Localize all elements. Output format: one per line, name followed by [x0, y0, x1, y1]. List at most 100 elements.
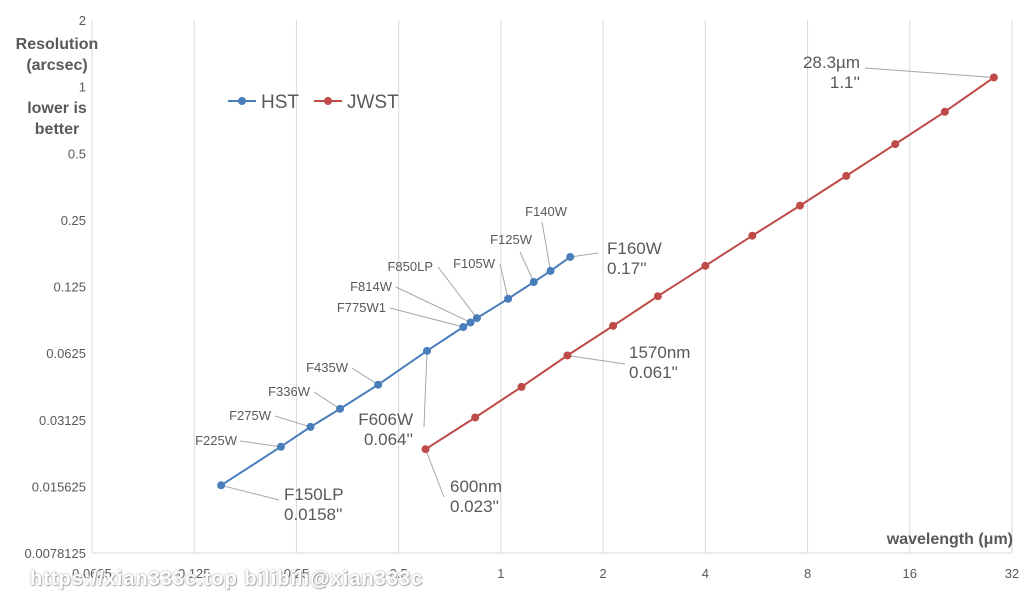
legend-jwst-marker: [324, 97, 332, 105]
hst-line: [220, 256, 571, 487]
y-tick-label: 0.5: [68, 146, 86, 161]
leader-line: [499, 263, 509, 299]
legend: HST JWST: [228, 92, 399, 113]
x-tick-label: 0.25: [284, 566, 309, 581]
data-label: F125W: [490, 232, 533, 247]
legend-hst-label: HST: [261, 92, 299, 113]
data-label: F140W: [525, 204, 568, 219]
x-tick-label: 32: [1005, 566, 1019, 581]
y-axis-note-line: lower is: [27, 100, 87, 117]
leader-line: [274, 415, 311, 428]
leader-line: [567, 354, 626, 365]
grid-lines: [91, 20, 1013, 553]
jwst-point: [421, 445, 430, 454]
data-label: 0.17'': [607, 259, 647, 278]
hst-point: [466, 318, 475, 327]
leader-line: [519, 251, 535, 283]
leader-line: [395, 286, 471, 323]
x-tick-label: 0.0625: [72, 566, 112, 581]
y-tick-label: 0.0625: [46, 346, 86, 361]
y-axis-title-line: Resolution: [15, 36, 99, 53]
jwst-point: [940, 107, 949, 116]
jwst-point: [795, 201, 804, 210]
hst-point: [529, 277, 538, 286]
leader-line: [351, 367, 379, 386]
data-label: 600nm: [450, 477, 502, 496]
y-axis-title: Resolution (arcsec): [4, 34, 110, 76]
x-tick-label: 16: [903, 566, 917, 581]
jwst-point: [701, 261, 710, 270]
data-label: F775W1: [337, 300, 386, 315]
data-label: F850LP: [387, 259, 433, 274]
jwst-point: [609, 321, 618, 330]
data-label: 1.1'': [830, 73, 860, 92]
x-tick-label: 2: [599, 566, 606, 581]
x-tick-label: 0.5: [390, 566, 408, 581]
hst-point: [276, 442, 285, 451]
hst-point: [217, 481, 226, 490]
jwst-point: [653, 292, 662, 301]
leader-line: [389, 307, 464, 328]
jwst-point: [891, 140, 900, 149]
data-annotations: F150LP0.0158''F225WF275WF336WF435WF606W0…: [195, 53, 860, 524]
data-label: F435W: [306, 360, 349, 375]
x-tick-label: 1: [497, 566, 504, 581]
data-label: F606W: [358, 410, 413, 429]
leader-line: [425, 449, 445, 498]
hst-point: [504, 294, 513, 303]
leader-line: [437, 266, 478, 319]
leader-line: [864, 67, 994, 78]
data-label: F275W: [229, 408, 272, 423]
jwst-point: [517, 382, 526, 391]
watermark-text: https://xian333c.top bilibili@xian333c: [30, 568, 424, 590]
hst-point: [472, 314, 481, 323]
y-axis-note-line: better: [34, 121, 80, 138]
data-label: 28.3µm: [803, 53, 860, 72]
leader-line: [220, 484, 280, 501]
x-tick-label: 0.125: [178, 566, 211, 581]
jwst-point: [748, 231, 757, 240]
annotation-leader-lines: [220, 67, 994, 501]
legend-hst-marker: [238, 97, 246, 105]
hst-point: [374, 380, 383, 389]
hst-point: [336, 404, 345, 413]
data-label: 1570nm: [629, 343, 690, 362]
data-label: 0.023'': [450, 497, 499, 516]
leader-line: [239, 440, 281, 448]
x-tick-label: 4: [702, 566, 709, 581]
y-tick-label: 0.125: [53, 280, 86, 295]
data-label: F814W: [350, 279, 393, 294]
data-label: F225W: [195, 433, 238, 448]
data-label: 0.061'': [629, 363, 678, 382]
hst-point: [459, 323, 468, 332]
y-tick-label: 0.03125: [39, 413, 86, 428]
x-axis-title: wavelength (μm): [886, 531, 1013, 548]
y-axis-note: lower is better: [4, 98, 110, 140]
y-tick-label: 2: [79, 13, 86, 28]
leader-line: [541, 221, 552, 272]
data-label: F336W: [268, 384, 311, 399]
data-label: F150LP: [284, 485, 344, 504]
jwst-point: [563, 351, 572, 360]
jwst-point: [471, 413, 480, 422]
hst-point: [423, 346, 432, 355]
x-tick-label: 8: [804, 566, 811, 581]
y-axis-title-line: (arcsec): [26, 57, 88, 74]
hst-point: [546, 266, 555, 275]
data-label: 0.0158'': [284, 505, 343, 524]
y-tick-label: 1: [79, 80, 86, 95]
jwst-point: [989, 73, 998, 82]
series-layer: [217, 73, 998, 490]
data-label: 0.064'': [364, 430, 413, 449]
y-tick-label: 0.0078125: [25, 546, 86, 561]
data-label: F105W: [453, 256, 496, 271]
y-tick-label: 0.015625: [32, 479, 86, 494]
y-tick-label: 0.25: [61, 213, 86, 228]
jwst-line: [425, 76, 995, 451]
data-label: F160W: [607, 239, 662, 258]
legend-jwst-label: JWST: [347, 92, 399, 113]
leader-line: [423, 350, 428, 428]
y-tick-labels: 0.0078125 0.015625 0.03125 0.0625 0.125 0.25 0…: [25, 13, 86, 561]
x-tick-labels: 0.0625 0.125 0.25 0.5 1 2 4 8 16 32: [72, 566, 1019, 581]
